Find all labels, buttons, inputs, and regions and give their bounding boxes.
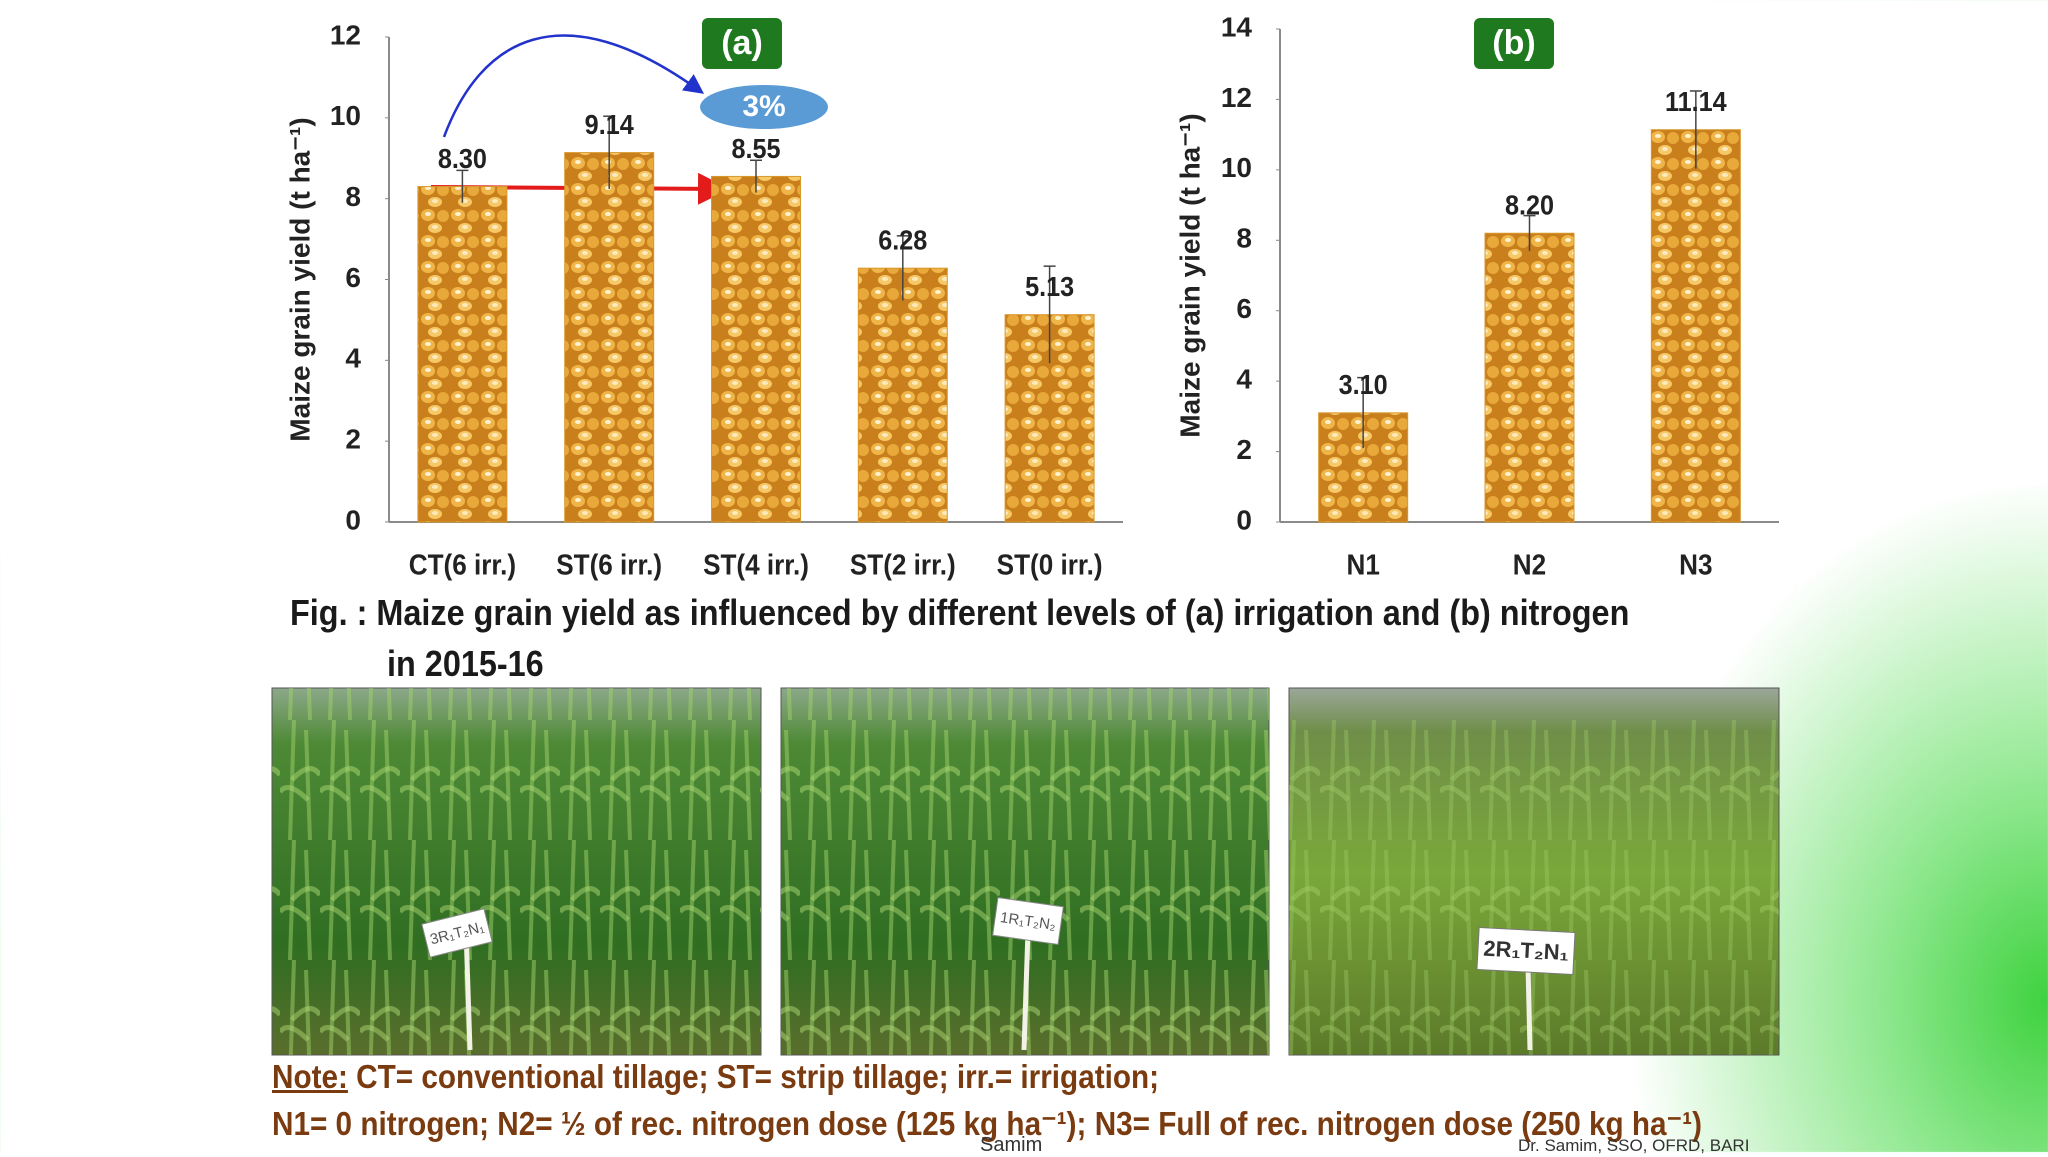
bar bbox=[417, 186, 508, 523]
y-tick-label: 12 bbox=[1221, 82, 1252, 113]
title-box bbox=[1474, 18, 1554, 69]
footer: Dr. Samim, SSO, OFRD, BARI bbox=[1518, 1136, 1750, 1155]
y-axis-label: Maize grain yield (t ha⁻¹) bbox=[1174, 113, 1205, 437]
sign-post bbox=[1021, 929, 1031, 1051]
x-tick-label: ST(2 irr.) bbox=[850, 548, 956, 581]
bar bbox=[857, 267, 948, 523]
x-tick-label: ST(6 irr.) bbox=[556, 548, 662, 581]
sign bbox=[421, 908, 493, 958]
blue-arrow bbox=[442, 34, 705, 138]
note-text: CT= conventional tillage; ST= strip till… bbox=[356, 1058, 1160, 1095]
photo-texture bbox=[272, 688, 761, 1055]
value-label: 6.28 bbox=[878, 224, 927, 256]
x-tick-label: ST(0 irr.) bbox=[997, 548, 1103, 581]
value-label: 5.13 bbox=[1025, 271, 1074, 303]
y-tick-label: 0 bbox=[1236, 504, 1252, 535]
y-tick-label: 12 bbox=[330, 19, 361, 50]
x-tick-label: N3 bbox=[1679, 548, 1712, 581]
x-tick-label: CT(6 irr.) bbox=[409, 548, 516, 581]
value-label: 8.20 bbox=[1505, 189, 1554, 221]
y-tick-label: 0 bbox=[345, 504, 361, 535]
sign-post bbox=[1525, 964, 1533, 1051]
y-tick-label: 6 bbox=[1236, 293, 1252, 324]
y-tick-label: 2 bbox=[345, 424, 361, 455]
bar bbox=[564, 152, 655, 523]
value-label: 8.55 bbox=[731, 133, 780, 165]
caption: in 2015-16 bbox=[387, 643, 544, 684]
y-tick-label: 4 bbox=[345, 343, 361, 374]
y-tick-label: 4 bbox=[1236, 364, 1252, 395]
note-heading: Note: bbox=[272, 1058, 348, 1095]
photo-texture bbox=[1289, 720, 1779, 1055]
note-line: N1= 0 nitrogen; N2= ½ of rec. nitrogen d… bbox=[272, 1105, 1703, 1142]
caption: Fig. : Maize grain yield as influenced b… bbox=[290, 592, 1630, 633]
value-label: 9.14 bbox=[585, 109, 634, 141]
sign bbox=[992, 897, 1064, 945]
sign-post bbox=[463, 929, 473, 1051]
bar bbox=[1650, 129, 1741, 523]
note-line: Note: CT= conventional tillage; ST= stri… bbox=[272, 1058, 1159, 1096]
sign bbox=[1476, 926, 1576, 976]
x-tick-label: N1 bbox=[1346, 548, 1379, 581]
annotation: 3% bbox=[742, 90, 785, 123]
value-label: 8.30 bbox=[438, 143, 487, 175]
title-box bbox=[702, 18, 782, 69]
y-tick-label: 2 bbox=[1236, 434, 1252, 465]
chart-title: (a) bbox=[721, 24, 763, 62]
annotation-badge bbox=[700, 85, 828, 129]
footer: Samim bbox=[980, 1134, 1043, 1156]
y-tick-label: 8 bbox=[1236, 223, 1252, 254]
photos: 3R₁T₂N₁ 1R₁T₂N₂ 2R₁T₂N₁ bbox=[271, 687, 1780, 1056]
photo-label: 2R₁T₂N₁ bbox=[1483, 936, 1570, 965]
bar bbox=[711, 175, 801, 523]
y-tick-label: 10 bbox=[330, 100, 361, 131]
bar bbox=[1484, 232, 1575, 523]
y-tick-label: 8 bbox=[345, 181, 361, 212]
x-tick-label: N2 bbox=[1513, 548, 1546, 581]
y-tick-label: 14 bbox=[1221, 11, 1253, 42]
y-tick-label: 10 bbox=[1221, 152, 1252, 183]
chart-title: (b) bbox=[1492, 24, 1535, 62]
value-label: 3.10 bbox=[1339, 369, 1388, 401]
x-tick-label: ST(4 irr.) bbox=[703, 548, 809, 581]
charts: 0 2 4 6 8 10 12 8.30 CT(6 irr.) 9.14 ST(6 irr.) 8.5… bbox=[284, 11, 1779, 581]
value-label: 11.14 bbox=[1665, 86, 1727, 118]
y-axis-label: Maize grain yield (t ha⁻¹) bbox=[284, 117, 315, 441]
y-tick-label: 6 bbox=[345, 262, 361, 293]
